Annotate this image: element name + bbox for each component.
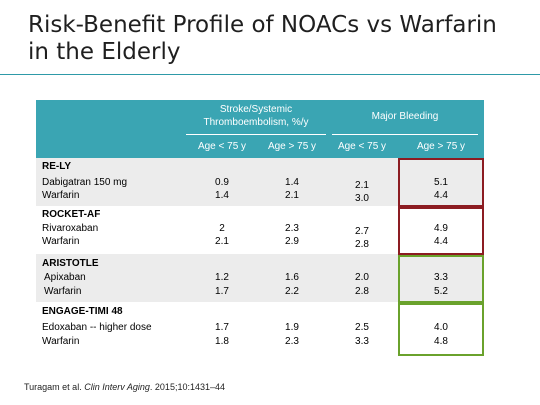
- cell-stroke-over-75: 1.4: [285, 177, 299, 188]
- header-stroke-age-under-75: Age < 75 y: [197, 141, 247, 152]
- table-row: Warfarin 2.1 2.9 2.8 4.4: [36, 236, 484, 250]
- drug-label: Warfarin: [42, 336, 80, 347]
- cell-bleeding-under-75: 2.0: [355, 272, 369, 283]
- trial-block-aristotle: ARISTOTLE Apixaban 1.2 1.6 2.0 3.3 Warfa…: [36, 254, 484, 302]
- table-row: Warfarin 1.4 2.1 3.0 4.4: [36, 190, 484, 204]
- risk-benefit-table: Stroke/Systemic Thromboembolism, %/y Maj…: [36, 100, 484, 356]
- trial-name: ENGAGE-TIMI 48: [42, 306, 123, 317]
- cell-stroke-under-75: 0.9: [215, 177, 229, 188]
- cell-bleeding-over-75: 4.4: [434, 190, 448, 201]
- cell-bleeding-under-75: 3.3: [355, 336, 369, 347]
- cell-stroke-under-75: 1.4: [215, 190, 229, 201]
- highlight-box-aristotle: [398, 255, 484, 303]
- table-row: Warfarin 1.8 2.3 3.3 4.8: [36, 336, 484, 349]
- cell-bleeding-over-75: 5.2: [434, 286, 448, 297]
- trial-name: RE-LY: [42, 161, 72, 172]
- header-stroke-line-2: Thromboembolism, %/y: [203, 117, 309, 128]
- slide-title: Risk-Benefit Profile of NOACs vs Warfari…: [28, 12, 528, 66]
- cell-bleeding-under-75: 2.5: [355, 322, 369, 333]
- header-bleeding-age-over-75: Age > 75 y: [416, 141, 466, 152]
- drug-label: Warfarin: [42, 236, 80, 247]
- drug-label: Warfarin: [42, 190, 80, 201]
- citation-details: . 2015;10:1431–44: [149, 382, 225, 392]
- cell-stroke-over-75: 1.6: [285, 272, 299, 283]
- citation-authors: Turagam et al.: [24, 382, 82, 392]
- header-bleeding-age-under-75: Age < 75 y: [337, 141, 387, 152]
- cell-bleeding-over-75: 3.3: [434, 272, 448, 283]
- trial-block-rocket-af: ROCKET-AF Rivaroxaban 2 2.3 2.7 4.9 Warf…: [36, 206, 484, 254]
- header-major-bleeding: Major Bleeding: [371, 111, 439, 122]
- cell-bleeding-under-75: 3.0: [355, 193, 369, 204]
- header-bleeding-underline: [332, 134, 478, 135]
- drug-label: Dabigatran 150 mg: [42, 177, 128, 188]
- cell-stroke-under-75: 2: [219, 223, 225, 234]
- table-row: Edoxaban -- higher dose 1.7 1.9 2.5 4.0: [36, 322, 484, 335]
- cell-bleeding-over-75: 5.1: [434, 177, 448, 188]
- trial-name: ARISTOTLE: [42, 258, 99, 269]
- drug-label: Rivaroxaban: [42, 223, 99, 234]
- table-row: Apixaban 1.2 1.6 2.0 3.3: [36, 272, 484, 285]
- cell-stroke-over-75: 1.9: [285, 322, 299, 333]
- cell-stroke-under-75: 1.7: [215, 286, 229, 297]
- slide-title-line-1: Risk-Benefit Profile of NOACs vs Warfari…: [28, 12, 497, 38]
- header-stroke-line-1: Stroke/Systemic: [219, 104, 293, 115]
- cell-bleeding-under-75: 2.1: [355, 180, 369, 191]
- title-divider: [0, 74, 540, 75]
- citation-journal: Clin Interv Aging: [84, 382, 150, 392]
- cell-bleeding-under-75: 2.7: [355, 226, 369, 237]
- highlight-box-engage-timi-48: [398, 303, 484, 356]
- table-row: Dabigatran 150 mg 0.9 1.4 2.1 5.1: [36, 177, 484, 191]
- cell-bleeding-over-75: 4.8: [434, 336, 448, 347]
- citation: Turagam et al. Clin Interv Aging. 2015;1…: [24, 382, 225, 392]
- drug-label: Edoxaban -- higher dose: [42, 322, 152, 333]
- highlight-box-re-ly: [398, 158, 484, 207]
- table-row: Warfarin 1.7 2.2 2.8 5.2: [36, 286, 484, 299]
- cell-stroke-under-75: 1.2: [215, 272, 229, 283]
- trial-block-engage-timi-48: ENGAGE-TIMI 48 Edoxaban -- higher dose 1…: [36, 302, 484, 354]
- cell-stroke-over-75: 2.1: [285, 190, 299, 201]
- cell-stroke-under-75: 2.1: [215, 236, 229, 247]
- cell-bleeding-over-75: 4.0: [434, 322, 448, 333]
- cell-stroke-over-75: 2.9: [285, 236, 299, 247]
- cell-bleeding-under-75: 2.8: [355, 239, 369, 250]
- cell-bleeding-over-75: 4.9: [434, 223, 448, 234]
- trial-name: ROCKET-AF: [42, 209, 101, 220]
- drug-label: Apixaban: [44, 272, 86, 283]
- cell-stroke-under-75: 1.8: [215, 336, 229, 347]
- trial-block-re-ly: RE-LY Dabigatran 150 mg 0.9 1.4 2.1 5.1 …: [36, 158, 484, 206]
- header-stroke: Stroke/Systemic Thromboembolism, %/y: [186, 103, 326, 129]
- cell-stroke-over-75: 2.3: [285, 336, 299, 347]
- header-stroke-underline: [186, 134, 326, 135]
- drug-label: Warfarin: [44, 286, 82, 297]
- highlight-box-rocket-af: [398, 207, 484, 255]
- header-stroke-age-over-75: Age > 75 y: [267, 141, 317, 152]
- cell-bleeding-under-75: 2.8: [355, 286, 369, 297]
- cell-stroke-over-75: 2.3: [285, 223, 299, 234]
- cell-bleeding-over-75: 4.4: [434, 236, 448, 247]
- cell-stroke-under-75: 1.7: [215, 322, 229, 333]
- table-row: Rivaroxaban 2 2.3 2.7 4.9: [36, 223, 484, 237]
- table-header: Stroke/Systemic Thromboembolism, %/y Maj…: [36, 100, 484, 158]
- slide-title-line-2: in the Elderly: [28, 39, 181, 65]
- cell-stroke-over-75: 2.2: [285, 286, 299, 297]
